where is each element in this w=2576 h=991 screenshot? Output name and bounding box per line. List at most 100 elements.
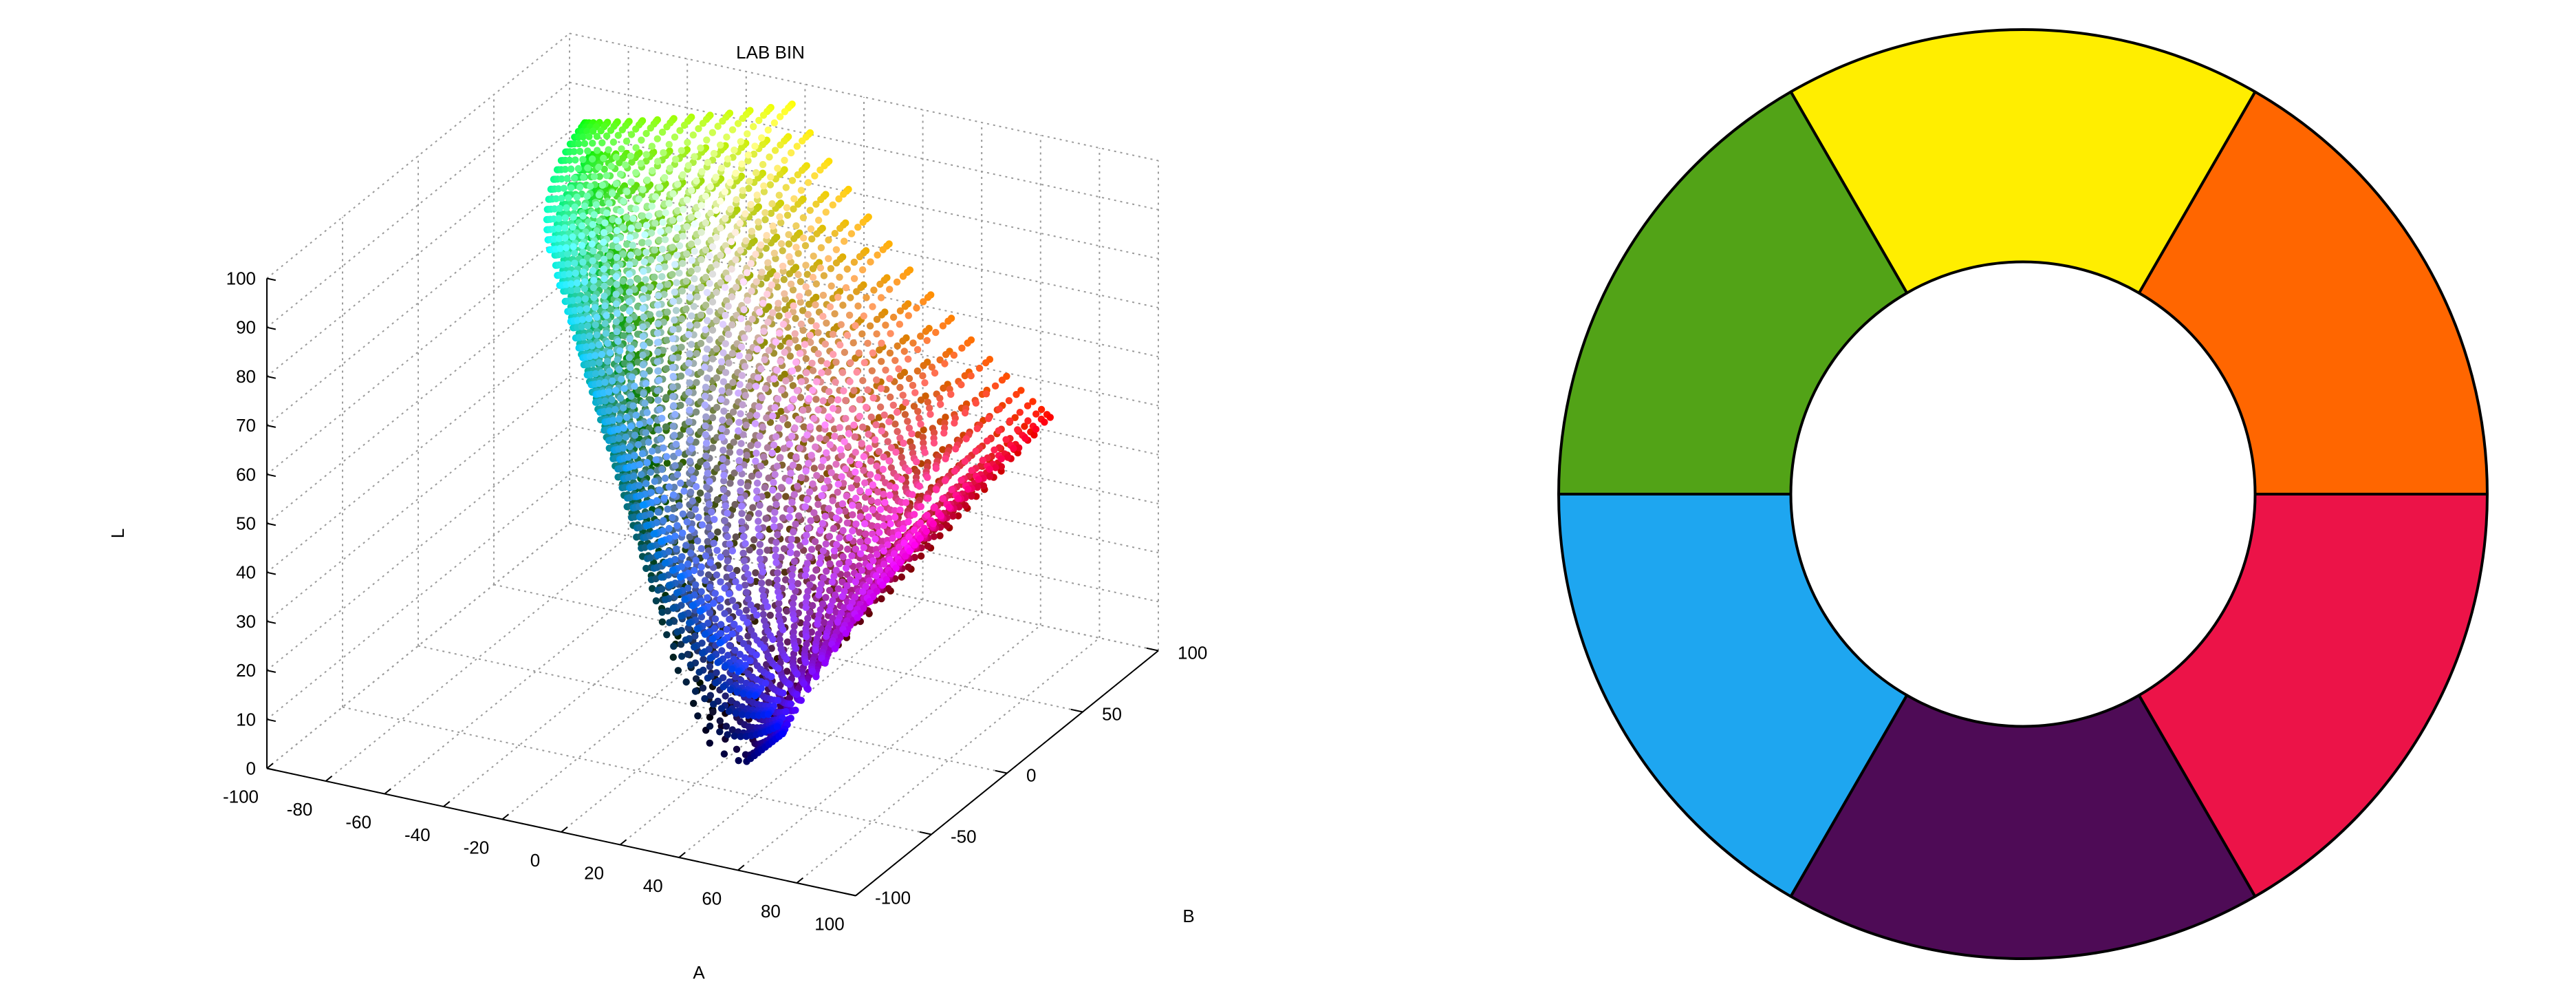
grid-line	[569, 473, 1159, 603]
scatter-point	[584, 164, 592, 172]
scatter-point	[781, 306, 789, 313]
scatter-point	[913, 345, 922, 354]
scatter-point	[642, 129, 650, 138]
scatter-point	[744, 151, 753, 159]
scatter-point	[738, 160, 746, 168]
scatter-point	[847, 230, 856, 237]
scatter-point	[794, 250, 802, 257]
scatter-point	[889, 313, 898, 321]
scatter-point	[570, 213, 577, 221]
scatter-point	[1032, 410, 1040, 418]
scatter-point	[554, 185, 563, 193]
scatter-point	[672, 156, 680, 163]
scatter-point	[635, 222, 642, 230]
scatter-point	[823, 319, 830, 327]
scatter-point	[1021, 423, 1028, 430]
scatter-point	[923, 337, 931, 344]
scatter-point	[555, 215, 563, 222]
scatter-point	[896, 372, 905, 380]
scatter-point	[773, 283, 781, 291]
scatter-point	[619, 304, 627, 312]
scatter-point	[739, 187, 747, 194]
scatter-point	[671, 134, 679, 141]
scatter-point	[835, 195, 843, 203]
scatter-point	[627, 178, 635, 186]
scatter-point	[845, 311, 854, 319]
scatter-point	[784, 421, 792, 429]
scatter-point	[763, 274, 770, 282]
scatter-point	[1005, 397, 1013, 405]
scatter-point	[774, 164, 781, 172]
scatter-point	[781, 108, 789, 116]
scatter-point	[785, 231, 792, 239]
scatter-point	[605, 252, 614, 259]
scatter-point	[792, 222, 800, 230]
scatter-point	[775, 191, 783, 199]
scatter-point	[850, 258, 858, 266]
scatter-point	[759, 111, 768, 119]
scatter-point	[750, 150, 758, 158]
grid-line	[418, 645, 1008, 774]
scatter-point	[768, 200, 776, 208]
scatter-point	[816, 264, 825, 272]
grid-line	[569, 277, 1159, 407]
scatter-point	[779, 247, 786, 255]
scatter-point	[932, 328, 940, 337]
scatter-point	[585, 133, 593, 140]
scatter-point	[744, 130, 751, 138]
grid-line	[342, 706, 932, 835]
scatter-point	[590, 173, 598, 180]
scatter-point	[794, 343, 802, 352]
scatter-point	[832, 246, 841, 253]
scatter-point	[623, 214, 631, 222]
scatter-point	[674, 180, 682, 188]
scatter-point	[551, 205, 559, 213]
scatter-point	[805, 289, 812, 297]
scatter-point	[587, 182, 594, 190]
scatter-point	[1024, 402, 1032, 409]
scatter-point	[632, 169, 640, 176]
scatter-point	[790, 205, 797, 213]
scatter-point	[899, 337, 907, 345]
scatter-point	[998, 376, 1006, 384]
scatter-point	[637, 160, 645, 167]
scatter-point	[707, 237, 715, 244]
scatter-point	[847, 294, 854, 301]
scatter-point	[663, 459, 671, 467]
scatter-point	[786, 352, 794, 360]
scatter-point	[567, 184, 575, 192]
scatter-point	[879, 246, 887, 253]
scatter-point	[684, 138, 691, 147]
scatter-point	[760, 188, 768, 195]
scatter-point	[783, 204, 791, 211]
scatter-point	[792, 244, 800, 251]
scatter-point	[620, 332, 627, 339]
scatter-point	[612, 153, 620, 161]
scatter-point	[991, 382, 999, 390]
scatter-point	[794, 270, 802, 279]
scatter-point	[854, 302, 862, 310]
scatter-point	[856, 253, 864, 261]
scatter-point	[691, 153, 698, 160]
scatter-point	[982, 390, 991, 398]
scatter-point	[939, 446, 946, 454]
scatter-point	[753, 191, 761, 199]
scatter-point	[899, 273, 907, 280]
scatter-point	[567, 165, 575, 173]
scatter-point	[967, 372, 975, 380]
scatter-point	[580, 173, 587, 181]
scatter-point	[814, 216, 823, 224]
scatter-point	[766, 181, 775, 189]
scatter-point	[632, 125, 640, 133]
scatter-point	[558, 175, 565, 183]
scatter-point	[697, 144, 704, 152]
scatter-point	[570, 148, 578, 156]
scatter-point	[882, 321, 889, 329]
scatter-point	[563, 175, 571, 182]
scatter-point	[732, 169, 739, 177]
scatter-point	[603, 209, 611, 217]
scatter-point	[839, 301, 847, 309]
scatter-point	[589, 127, 597, 135]
scatter-point	[810, 253, 817, 260]
